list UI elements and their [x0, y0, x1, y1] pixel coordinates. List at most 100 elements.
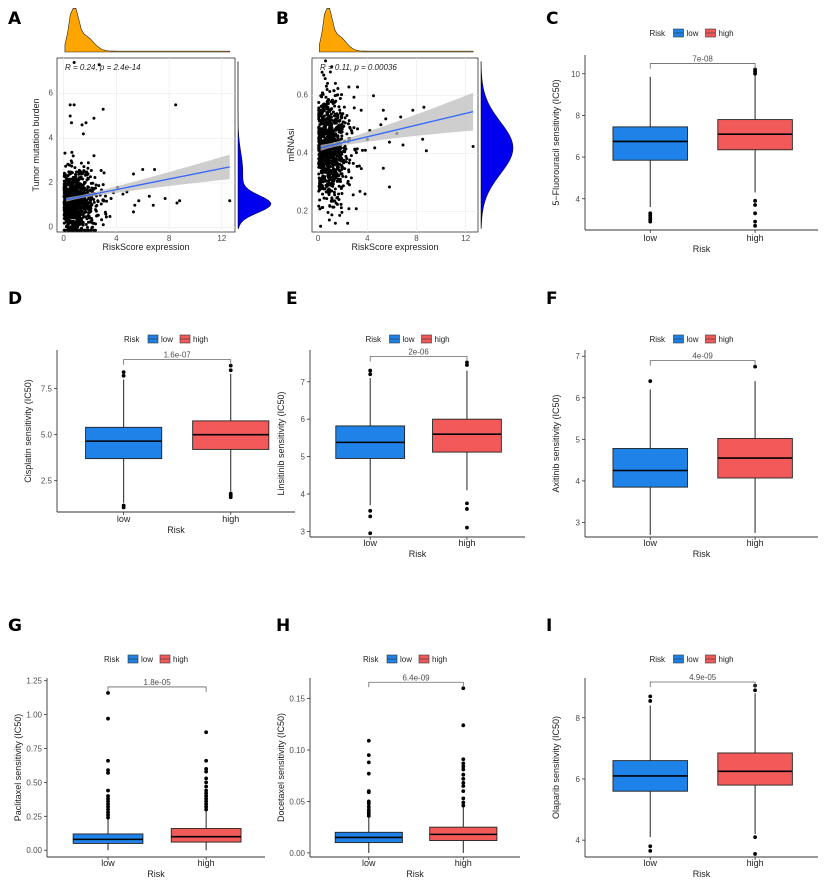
- data-point: [326, 102, 330, 106]
- data-point: [66, 192, 70, 196]
- y-tick-label: 8: [576, 714, 581, 723]
- data-point: [317, 176, 321, 180]
- data-point: [334, 151, 338, 155]
- data-point: [75, 184, 79, 188]
- data-point: [332, 89, 336, 93]
- data-point: [73, 216, 77, 220]
- outlier-point: [106, 768, 110, 773]
- data-point: [359, 108, 363, 112]
- outlier-point: [366, 804, 371, 809]
- panel-label: C: [546, 9, 558, 29]
- box-low: [85, 370, 163, 510]
- y-tick-label: 1.00: [26, 711, 42, 720]
- y-tick-label: 0.75: [26, 745, 42, 754]
- y-tick-label: 5.0: [41, 431, 53, 440]
- data-point: [71, 203, 75, 207]
- data-point: [70, 121, 74, 125]
- data-point: [77, 170, 81, 174]
- data-point: [74, 221, 78, 225]
- data-point: [322, 73, 326, 77]
- data-point: [318, 179, 322, 183]
- data-point: [335, 154, 339, 158]
- data-point: [87, 185, 91, 189]
- outlier-point: [461, 796, 466, 801]
- y-tick-label: 6: [49, 89, 54, 98]
- data-point: [83, 211, 87, 215]
- data-point: [326, 81, 330, 85]
- box-iqr: [85, 426, 163, 460]
- y-tick-label: 7: [576, 352, 581, 361]
- x-axis-title: RiskScore expression: [102, 242, 189, 252]
- data-point: [323, 132, 327, 136]
- data-point: [424, 149, 428, 153]
- legend: Risk low high: [650, 28, 734, 38]
- data-point: [322, 187, 326, 191]
- outlier-point: [753, 198, 757, 203]
- box-low: [612, 694, 688, 853]
- data-point: [336, 179, 340, 183]
- data-point: [318, 198, 322, 202]
- outlier-point: [106, 716, 110, 721]
- data-point: [174, 103, 178, 107]
- y-axis-title: 5−Fluorouracil sensitivity (IC50): [551, 79, 561, 205]
- data-point: [103, 194, 107, 198]
- data-point: [340, 93, 344, 97]
- data-point: [342, 158, 346, 162]
- outlier-point: [121, 503, 126, 508]
- x-tick-label: low: [117, 514, 131, 524]
- data-point: [345, 132, 349, 136]
- data-point: [86, 177, 90, 181]
- data-point: [321, 170, 325, 174]
- data-point: [70, 171, 74, 175]
- y-axis-title: Paclitaxel sensitivity (IC50): [13, 714, 23, 822]
- outlier-point: [648, 211, 653, 216]
- box-iqr: [170, 828, 242, 843]
- data-point: [330, 98, 334, 102]
- data-point: [331, 110, 335, 114]
- x-tick-label: high: [747, 858, 764, 868]
- panel-e: E Risk low high 3 4 5 6 7 low high 2e-06 Risk Linsiti…: [276, 289, 525, 559]
- data-point: [317, 204, 321, 208]
- outlier-point: [366, 753, 371, 758]
- data-point: [85, 225, 89, 229]
- y-tick-label: 0.00: [289, 849, 305, 858]
- data-point: [69, 159, 73, 163]
- legend: Risk low high: [650, 334, 734, 344]
- outlier-point: [753, 223, 757, 228]
- data-point: [323, 149, 327, 153]
- outlier-point: [204, 804, 209, 809]
- data-point: [67, 170, 71, 174]
- x-tick-label: 4: [365, 234, 370, 243]
- data-point: [82, 180, 86, 184]
- data-point: [336, 148, 340, 152]
- data-point: [340, 123, 344, 127]
- y-tick-label: 0.05: [289, 797, 305, 806]
- data-point: [75, 191, 79, 195]
- data-point: [79, 216, 83, 220]
- data-point: [353, 147, 357, 151]
- data-point: [324, 84, 328, 88]
- y-tick-label: 0.10: [289, 746, 305, 755]
- y-tick-label: 1.25: [26, 677, 42, 686]
- data-point: [323, 105, 327, 109]
- legend-label-high: high: [435, 335, 450, 344]
- data-point: [88, 204, 92, 208]
- data-point: [333, 221, 337, 225]
- data-point: [91, 221, 95, 225]
- data-point: [323, 138, 327, 142]
- data-point: [357, 164, 361, 168]
- data-point: [105, 199, 109, 203]
- data-point: [333, 81, 337, 85]
- data-point: [330, 213, 334, 217]
- data-point: [323, 152, 327, 156]
- data-point: [339, 202, 343, 206]
- data-point: [62, 194, 66, 198]
- data-point: [318, 163, 322, 167]
- legend: Risk low high: [363, 654, 447, 664]
- data-point: [67, 214, 71, 218]
- data-point: [325, 110, 329, 114]
- data-point: [320, 115, 324, 119]
- data-point: [332, 172, 336, 176]
- data-point: [331, 182, 335, 186]
- data-point: [335, 146, 339, 150]
